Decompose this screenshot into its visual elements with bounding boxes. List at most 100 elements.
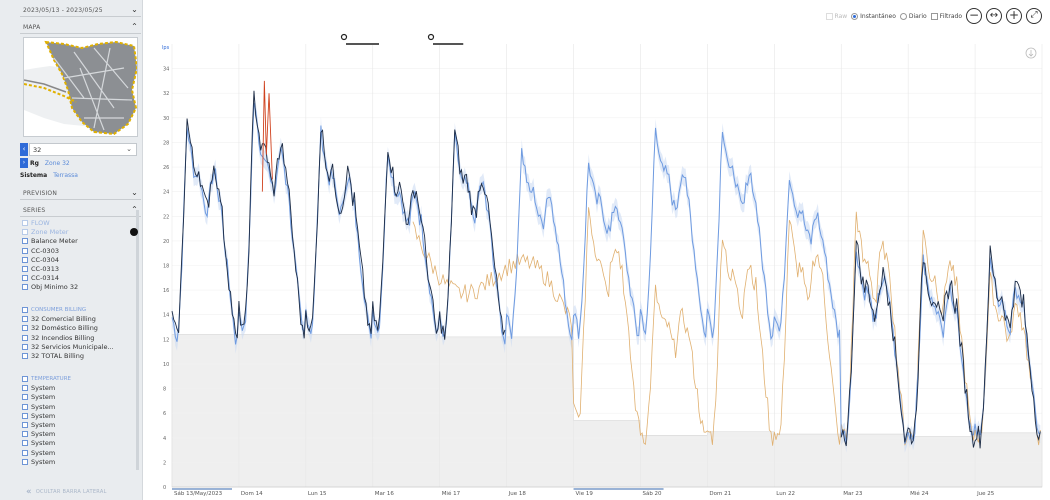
zone-meter-line	[171, 90, 506, 340]
zone-tag-line: Rg Zone 32	[30, 160, 70, 167]
series-label: Zone Meter	[31, 228, 69, 237]
temperature-checkbox[interactable]	[22, 440, 28, 447]
temperature-checkbox[interactable]	[22, 431, 28, 438]
billing-item[interactable]: 32 TOTAL Billing	[22, 352, 142, 361]
series-item-cc-0304[interactable]: CC-0304	[22, 256, 142, 265]
system-line: Sistema Terrassa	[20, 172, 78, 179]
series-checkbox[interactable]	[22, 265, 28, 272]
zone-selector: ‹ 32 ⌄	[20, 143, 138, 156]
series-checkbox[interactable]	[22, 238, 28, 245]
x-tick-label: Sáb 13/May/2023	[174, 490, 223, 497]
instant-option[interactable]: Instantáneo	[851, 12, 896, 20]
temperature-item[interactable]: System	[22, 393, 142, 402]
series-item-cc-0303[interactable]: CC-0303	[22, 247, 142, 256]
prevision-panel-header[interactable]: PREVISION ⌄	[20, 187, 141, 200]
temperature-checkbox[interactable]	[22, 394, 28, 401]
group-checkbox[interactable]	[22, 376, 28, 382]
x-scroll-indicator	[573, 488, 664, 490]
billing-checkbox[interactable]	[22, 334, 28, 341]
series-item-cc-0314[interactable]: CC-0314	[22, 274, 142, 283]
map-label: MAPA	[23, 24, 41, 31]
filtered-option[interactable]: Filtrado	[930, 12, 962, 20]
temperature-group-header[interactable]: TEMPERATURE	[22, 375, 142, 384]
group-checkbox[interactable]	[22, 307, 28, 313]
billing-checkbox[interactable]	[22, 316, 28, 323]
download-arrow	[1028, 50, 1034, 57]
temperature-checkbox[interactable]	[22, 421, 28, 428]
billing-checkbox[interactable]	[22, 325, 28, 332]
zoom-in-icon[interactable]: +	[1006, 8, 1022, 24]
anomaly-line	[261, 80, 273, 192]
billing-group-header[interactable]: CONSUMER BILLING	[22, 306, 142, 315]
zone-link[interactable]: Zone 32	[44, 160, 70, 167]
reset-zoom-icon[interactable]: ⤢	[1026, 8, 1042, 24]
zone-select[interactable]: 32 ⌄	[29, 143, 137, 156]
series-label: CC-0303	[31, 246, 59, 255]
temperature-checkbox[interactable]	[22, 412, 28, 419]
chevron-left-icon[interactable]: ‹	[20, 143, 28, 156]
temperature-label: System	[31, 393, 56, 402]
series-item-zone-meter[interactable]: Zone Meter	[22, 228, 142, 237]
billing-item[interactable]: 32 Incendios Billing	[22, 334, 142, 343]
series-item-flow[interactable]: FLOW	[22, 219, 142, 228]
series-item-cc-0313[interactable]: CC-0313	[22, 265, 142, 274]
billing-checkbox[interactable]	[22, 343, 28, 350]
series-checkbox[interactable]	[22, 256, 28, 263]
series-item-obj-minimo[interactable]: Obj Minimo 32	[22, 283, 142, 292]
system-link[interactable]: Terrassa	[53, 172, 78, 179]
temperature-item[interactable]: System	[22, 430, 142, 439]
sidebar-scrollbar[interactable]	[136, 210, 139, 470]
temperature-item[interactable]: System	[22, 439, 142, 448]
billing-item[interactable]: 32 Servicios Municipale...	[22, 343, 142, 352]
series-checkbox[interactable]	[22, 275, 28, 282]
zoom-out-icon[interactable]: −	[966, 8, 982, 24]
map-graphic	[24, 40, 137, 136]
y-tick-label: 30	[163, 116, 169, 122]
temperature-item[interactable]: System	[22, 403, 142, 412]
x-scroll-indicator	[172, 488, 232, 490]
temperature-checkbox[interactable]	[22, 458, 28, 465]
temperature-list: TEMPERATURE System System System System …	[22, 375, 142, 467]
raw-option[interactable]: Raw	[825, 12, 847, 20]
temperature-item[interactable]: System	[22, 421, 142, 430]
series-checkbox[interactable]	[22, 229, 28, 236]
y-tick-label: 14	[163, 313, 169, 319]
series-checkbox[interactable]	[22, 247, 28, 254]
billing-label: 32 Comercial Billing	[31, 315, 96, 324]
billing-item[interactable]: 32 Doméstico Billing	[22, 324, 142, 333]
series-item-balance-meter[interactable]: Balance Meter	[22, 237, 142, 246]
x-tick-label: Mar 16	[375, 491, 395, 497]
temperature-checkbox[interactable]	[22, 403, 28, 410]
chart-toolbar: Raw Instantáneo Diario Filtrado − ↔ + ⤢	[825, 6, 1042, 26]
y-axis-unit: lps	[162, 45, 170, 51]
series-checkbox[interactable]	[22, 220, 28, 226]
pan-left-right-icon[interactable]: ↔	[986, 8, 1002, 24]
temperature-item[interactable]: System	[22, 384, 142, 393]
hide-sidebar-button[interactable]: «OCULTAR BARRA LATERAL	[26, 487, 107, 497]
chevron-right-icon[interactable]: ›	[20, 158, 28, 168]
zone-map[interactable]	[23, 37, 138, 137]
series-checkbox[interactable]	[22, 284, 28, 291]
map-panel-header[interactable]: MAPA ⌃	[20, 21, 141, 34]
y-tick-label: 10	[163, 362, 169, 368]
daily-option[interactable]: Diario	[899, 12, 927, 20]
temperature-checkbox[interactable]	[22, 385, 28, 392]
series-panel-header[interactable]: SERIES ⌃	[20, 204, 141, 217]
pin-icon	[340, 33, 348, 41]
filtered-checkbox[interactable]	[930, 12, 938, 20]
y-tick-label: 34	[163, 67, 169, 73]
temperature-item[interactable]: System	[22, 458, 142, 467]
y-tick-label: 18	[163, 264, 169, 270]
temperature-item[interactable]: System	[22, 412, 142, 421]
chevron-down-icon: ⌄	[131, 5, 138, 14]
daily-radio[interactable]	[899, 12, 907, 20]
chevron-down-icon: ⌄	[131, 188, 138, 197]
temperature-item[interactable]: System	[22, 449, 142, 458]
instant-radio[interactable]	[851, 12, 859, 20]
raw-checkbox[interactable]	[825, 12, 833, 20]
billing-item[interactable]: 32 Comercial Billing	[22, 315, 142, 324]
date-range-select[interactable]: 2023/05/13 - 2023/05/25 ⌄	[20, 4, 141, 17]
billing-checkbox[interactable]	[22, 352, 28, 359]
temperature-checkbox[interactable]	[22, 449, 28, 456]
